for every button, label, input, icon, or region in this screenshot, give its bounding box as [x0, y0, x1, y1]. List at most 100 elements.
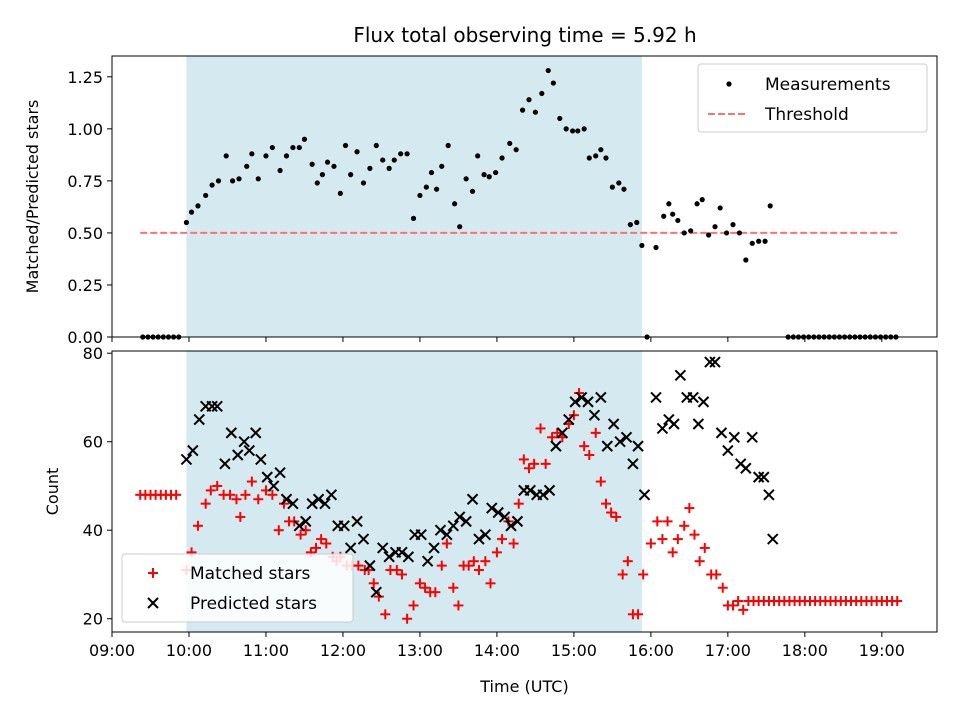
matched-star-point: [518, 454, 529, 465]
predicted-star-point: [280, 493, 293, 505]
matched-star-point: [420, 582, 431, 593]
predicted-star-point: [715, 427, 728, 439]
matched-star-point: [738, 604, 749, 615]
measurement-point: [309, 161, 315, 167]
matched-star-point: [414, 578, 425, 589]
predicted-star-point: [421, 555, 434, 567]
measurement-point: [337, 190, 343, 196]
matched-star-point: [672, 534, 683, 545]
measurement-point: [314, 180, 320, 186]
measurement-point: [486, 174, 492, 180]
matched-star-point: [684, 503, 695, 514]
predicted-star-point: [569, 396, 581, 408]
measurement-point: [209, 182, 215, 188]
matched-star-point: [584, 449, 595, 460]
measurement-point: [386, 165, 392, 171]
bottom-y-axis-label: Count: [43, 468, 62, 516]
bottom-ticks: 20 40 60 80 09:00 10:00 11:00 12:00 13:00 14:00 15…: [83, 344, 905, 660]
y-tick-label: 0.50: [67, 224, 103, 243]
measurement-point: [575, 128, 581, 134]
measurement-point: [519, 107, 526, 113]
measurement-point: [756, 238, 762, 244]
predicted-star-point: [325, 489, 338, 501]
matched-star-point: [441, 538, 452, 549]
top-axes-frame: [111, 55, 938, 338]
measurement-point: [717, 205, 723, 211]
predicted-star-point: [556, 427, 569, 439]
measurement-point: [598, 147, 604, 153]
matched-star-point: [679, 520, 690, 531]
matched-star-point: [200, 498, 211, 509]
measurement-point: [550, 80, 556, 86]
bottom-axes-frame: [111, 350, 938, 633]
x-tick-label: 13:00: [397, 641, 443, 660]
measurement-point: [767, 203, 773, 209]
matched-star-point: [657, 534, 668, 545]
matched-star-point: [205, 485, 216, 496]
measurement-point: [557, 115, 563, 122]
y-tick-label: 1.25: [67, 68, 103, 87]
measurement-point: [223, 153, 229, 159]
measurement-point: [236, 176, 242, 182]
measurement-point: [563, 126, 569, 132]
predicted-star-point: [588, 409, 601, 421]
measurement-point: [445, 142, 451, 149]
measurement-point: [215, 178, 222, 184]
matched-star-point: [617, 569, 628, 580]
measurement-point: [661, 213, 667, 219]
matched-star-point: [391, 565, 402, 576]
predicted-star-point: [722, 444, 734, 457]
predicted-star-point: [306, 497, 318, 510]
measurement-point: [526, 97, 532, 103]
predicted-star-point: [255, 453, 267, 466]
matched-star-point: [273, 525, 284, 536]
matched-star-point: [689, 529, 700, 540]
measurement-point: [545, 67, 551, 74]
predicted-star-point: [650, 391, 662, 404]
predicted-star-point: [428, 542, 440, 554]
legend-label-matched: Matched stars: [190, 564, 310, 584]
predicted-star-point: [692, 418, 705, 430]
matched-star-point: [633, 609, 644, 620]
matched-star-point: [253, 494, 264, 505]
predicted-star-point: [274, 466, 286, 479]
measurement-point: [195, 203, 201, 209]
measurement-point: [244, 163, 250, 169]
predicted-star-point: [492, 506, 504, 519]
predicted-star-point: [582, 396, 594, 408]
top-panel: 0.00 0.25 0.50 0.75 1.00 1.25 Matched/Predict…: [23, 55, 938, 347]
measurement-point: [570, 128, 576, 134]
predicted-star-point: [434, 524, 447, 536]
matched-star-point: [430, 587, 441, 598]
measurement-point: [736, 230, 743, 236]
matched-star-point: [638, 569, 649, 580]
measurement-point: [493, 169, 499, 176]
top-y-axis-label: Matched/Predicted stars: [23, 100, 42, 294]
matched-star-point: [448, 582, 459, 593]
measurement-point: [434, 186, 440, 192]
measurement-point: [749, 240, 755, 246]
predicted-star-point: [638, 489, 651, 501]
predicted-star-point: [319, 497, 331, 510]
y-tick-label: 40: [83, 521, 103, 540]
y-tick-label: 20: [83, 610, 103, 629]
measurement-point: [463, 176, 469, 182]
measurement-point: [532, 109, 539, 115]
matched-star-point: [485, 578, 496, 589]
matched-star-point: [606, 507, 617, 518]
y-tick-label: 0.25: [67, 276, 103, 295]
predicted-star-point: [193, 413, 205, 426]
predicted-star-point: [344, 542, 357, 554]
measurement-point: [319, 172, 326, 178]
predicted-star-point: [293, 520, 306, 532]
measurement-point: [743, 257, 749, 263]
legend-marker-measurements: [726, 81, 732, 87]
measurement-point: [439, 163, 445, 169]
measurement-point: [354, 149, 360, 155]
x-tick-label: 15:00: [551, 641, 597, 660]
matched-star-point: [590, 427, 601, 438]
measurement-point: [730, 222, 736, 228]
predicted-star-point: [607, 418, 620, 430]
measurement-point: [688, 228, 694, 234]
